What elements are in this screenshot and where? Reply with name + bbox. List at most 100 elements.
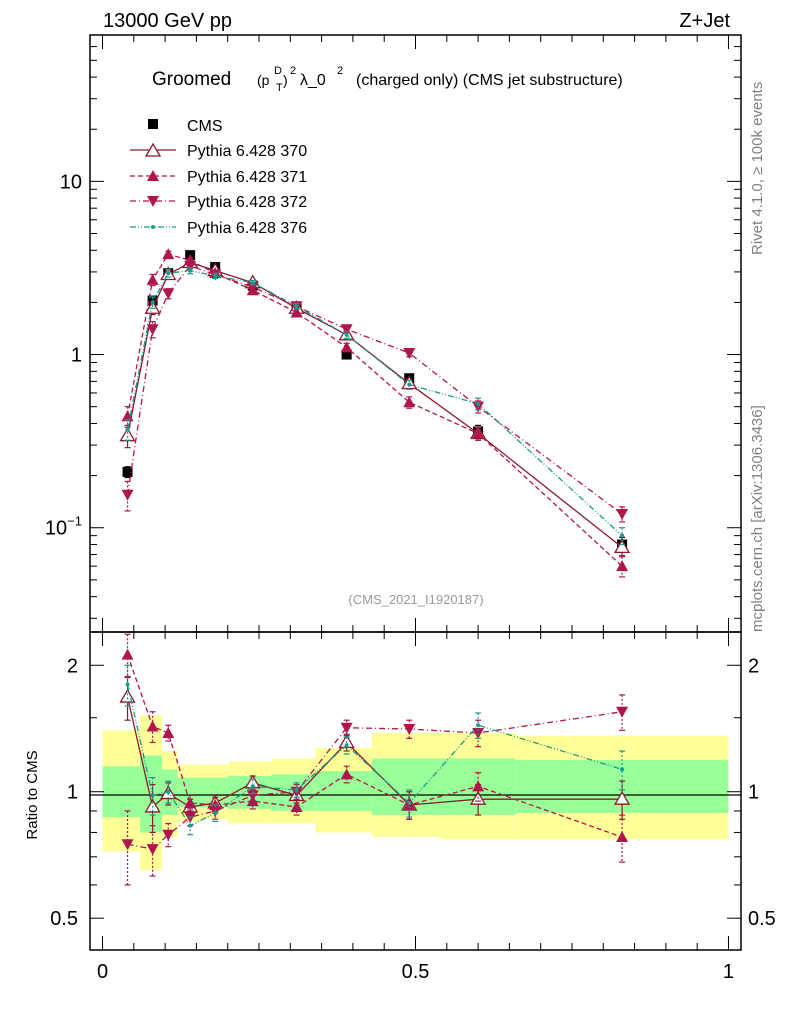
main-point-p376	[407, 382, 412, 387]
main-series-line-p371	[126, 253, 623, 567]
main-point-p372	[184, 260, 197, 272]
ratio-point-p376	[344, 743, 349, 748]
ratio-xtick-label: 1	[723, 961, 734, 983]
main-point-p371	[616, 560, 629, 572]
ratio-band-inner	[102, 766, 141, 818]
main-point-p372	[146, 324, 159, 336]
main-point-p372	[340, 324, 353, 336]
ratio-point-p372	[340, 722, 353, 734]
ratio-ytick-label-right: 2	[748, 655, 759, 677]
ratio-series-layer	[119, 633, 631, 886]
main-point-p376	[294, 304, 299, 309]
main-point-p372	[121, 489, 134, 501]
main-point-p371	[403, 396, 416, 408]
legend-label-370: Pythia 6.428 370	[187, 143, 307, 160]
legend: CMS Pythia 6.428 370 Pythia 6.428 371 Py…	[130, 118, 307, 237]
main-point-p371	[121, 410, 134, 422]
ratio-point-p376	[620, 767, 625, 772]
ratio-point-p376	[150, 793, 155, 798]
ratio-point-p376	[250, 784, 255, 789]
title-prefix: Groomed	[152, 69, 231, 90]
legend-entry-371: Pythia 6.428 371	[130, 169, 307, 186]
ratio-ytick-label-left: 2	[67, 655, 78, 677]
mcplots-label: mcplots.cern.ch [arXiv:1306.3436]	[749, 405, 766, 632]
ratio-ytick-label-left: 0.5	[50, 908, 78, 930]
ratio-point-p376	[407, 801, 412, 806]
ratio-point-p370	[613, 790, 631, 805]
main-point-p376	[476, 401, 481, 406]
ratio-point-p376	[476, 723, 481, 728]
main-ytick-label-exponent: −1	[67, 514, 82, 529]
title-sup-2: 2	[290, 65, 296, 77]
ratio-point-p372	[146, 844, 159, 856]
legend-entry-370: Pythia 6.428 370	[130, 142, 307, 160]
ratio-point-p371	[184, 797, 197, 809]
ratio-point-p372	[616, 706, 629, 718]
ratio-point-p371	[162, 726, 175, 738]
ratio-point-p376	[213, 810, 218, 815]
ratio-point-p371	[290, 800, 303, 812]
main-point-p372	[616, 509, 629, 521]
main-point-p370	[613, 539, 631, 554]
main-ytick-label: 1	[71, 345, 82, 367]
legend-label-cms: CMS	[187, 118, 223, 135]
main-point-p371	[162, 248, 175, 260]
title-lambda: λ_0	[300, 72, 326, 89]
main-point-p371	[472, 427, 485, 439]
main-series-line-p376	[126, 270, 623, 537]
rivet-label: Rivet 4.1.0, ≥ 100k events	[749, 82, 766, 255]
main-series-line-p372	[126, 265, 623, 515]
title-sub-t: T	[276, 82, 283, 94]
ratio-series-line-p372	[127, 711, 623, 850]
main-series-line-p370	[126, 261, 623, 548]
ratio-point-p376	[294, 787, 299, 792]
main-point-p372	[403, 348, 416, 360]
legend-label-371: Pythia 6.428 371	[187, 169, 307, 186]
main-point-p376	[150, 300, 155, 305]
legend-entry-372: Pythia 6.428 372	[130, 194, 307, 211]
legend-label-372: Pythia 6.428 372	[187, 194, 307, 211]
ratio-point-p371	[472, 780, 485, 792]
main-ytick-label: 10−1	[45, 514, 82, 540]
legend-label-376: Pythia 6.428 376	[187, 220, 307, 237]
main-point-p372	[162, 288, 175, 300]
ratio-series-line-p371	[126, 654, 623, 838]
legend-entry-cms: CMS	[148, 118, 223, 135]
ratio-point-p370	[119, 688, 136, 703]
main-point-cms	[122, 466, 133, 477]
legend-marker-376	[151, 225, 155, 229]
main-point-p371	[340, 341, 353, 353]
ratio-point-p371	[340, 768, 353, 780]
title-p: (p	[257, 72, 270, 88]
legend-marker-cms	[148, 119, 158, 129]
ratio-point-p371	[616, 831, 629, 843]
ratio-axis: 0.5 0.5 1 1 2 2 0 0.5 1	[50, 632, 776, 983]
main-ytick-label: 10	[60, 171, 82, 193]
main-point-cms	[341, 349, 352, 360]
title-suffix: (charged only) (CMS jet substructure)	[356, 72, 623, 89]
ratio-uncertainty-bands	[102, 715, 729, 871]
ratio-point-p371	[121, 648, 134, 660]
ratio-ytick-label-left: 1	[67, 782, 78, 804]
ratio-point-p372	[121, 839, 134, 851]
main-point-p376	[213, 273, 218, 278]
ratio-point-p372	[162, 829, 175, 841]
header-right: Z+Jet	[679, 10, 730, 32]
title-sup-d: D	[274, 65, 282, 77]
ratio-point-p376	[188, 823, 193, 828]
ratio-point-p372	[403, 724, 416, 736]
ratio-point-p376	[125, 682, 130, 687]
plot-title: Groomed (p D T ) 2 λ_0 2 (charged only) …	[152, 65, 623, 94]
ratio-ytick-label-right: 1	[748, 782, 759, 804]
legend-entry-376: Pythia 6.428 376	[130, 220, 307, 237]
title-sup-lambda: 2	[337, 65, 343, 77]
legend-marker-372	[147, 196, 159, 207]
ratio-ytick-label-right: 0.5	[748, 908, 776, 930]
analysis-label: (CMS_2021_I1920187)	[348, 592, 483, 607]
header-left: 13000 GeV pp	[103, 10, 232, 32]
ratio-ylabel: Ratio to CMS	[24, 750, 41, 839]
ratio-xtick-label: 0	[97, 961, 108, 983]
ratio-point-p376	[166, 789, 171, 794]
main-point-p371	[146, 273, 159, 285]
